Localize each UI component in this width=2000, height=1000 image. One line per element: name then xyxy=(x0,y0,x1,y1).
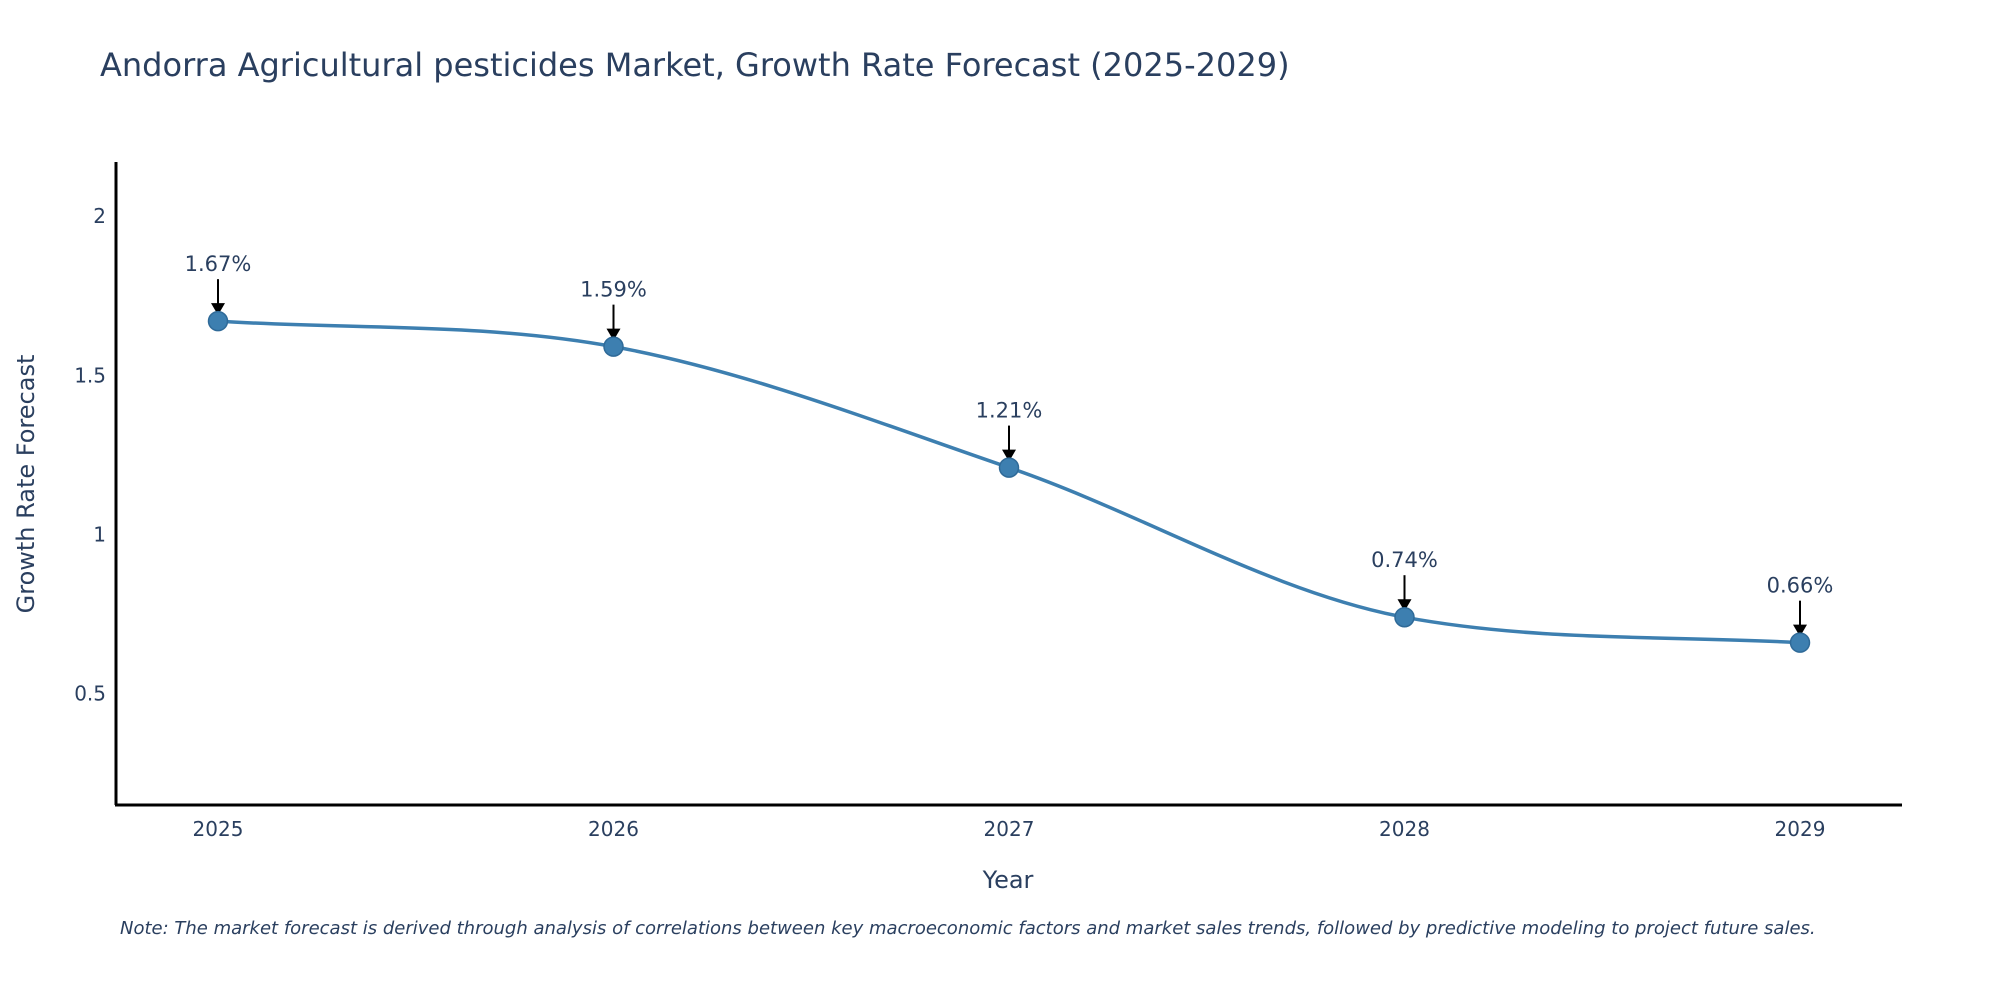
y-tick-label: 0.5 xyxy=(74,682,106,706)
x-tick-labels: 2025 2026 2027 2028 2029 xyxy=(193,817,1826,841)
x-tick-label: 2029 xyxy=(1775,817,1826,841)
data-label: 1.21% xyxy=(976,399,1043,423)
x-tick-label: 2028 xyxy=(1379,817,1430,841)
data-point xyxy=(1394,606,1415,628)
x-tick-label: 2027 xyxy=(984,817,1035,841)
y-tick-label: 1.5 xyxy=(74,363,106,387)
x-tick-label: 2025 xyxy=(193,817,244,841)
y-tick-labels: 0.5 1 1.5 2 xyxy=(74,204,106,705)
annotation-arrowhead xyxy=(1793,624,1807,637)
axes xyxy=(114,162,1902,807)
data-label: 1.59% xyxy=(580,278,647,302)
y-tick-label: 1 xyxy=(93,522,106,546)
x-axis-title: Year xyxy=(982,866,1034,894)
data-annotations: 1.67% 1.59% 1.21% 0.74% 0.66% xyxy=(185,252,1834,637)
data-annotation: 1.21% xyxy=(976,399,1043,462)
data-annotation: 1.59% xyxy=(580,278,647,341)
footnote: Note: The market forecast is derived thr… xyxy=(120,918,1816,939)
data-point xyxy=(1789,632,1811,653)
chart-title: Andorra Agricultural pesticides Market, … xyxy=(100,46,1290,84)
y-tick-label: 2 xyxy=(93,204,106,228)
data-point xyxy=(603,336,624,357)
data-label: 0.74% xyxy=(1371,548,1438,572)
data-label: 1.67% xyxy=(185,252,252,276)
data-point xyxy=(207,310,229,332)
annotation-arrowhead xyxy=(211,303,225,316)
data-annotation: 0.66% xyxy=(1767,574,1834,637)
annotation-arrowhead xyxy=(1002,449,1016,462)
data-label: 0.66% xyxy=(1767,574,1834,598)
data-annotation: 1.67% xyxy=(185,252,252,316)
data-annotation: 0.74% xyxy=(1371,548,1438,612)
annotation-arrowhead xyxy=(1397,599,1412,612)
annotation-arrowhead xyxy=(606,328,621,341)
x-tick-label: 2026 xyxy=(588,817,639,841)
data-point xyxy=(998,457,1020,478)
series-line xyxy=(217,319,1801,645)
y-axis-title: Growth Rate Forecast xyxy=(12,355,40,614)
data-points xyxy=(207,310,1811,653)
